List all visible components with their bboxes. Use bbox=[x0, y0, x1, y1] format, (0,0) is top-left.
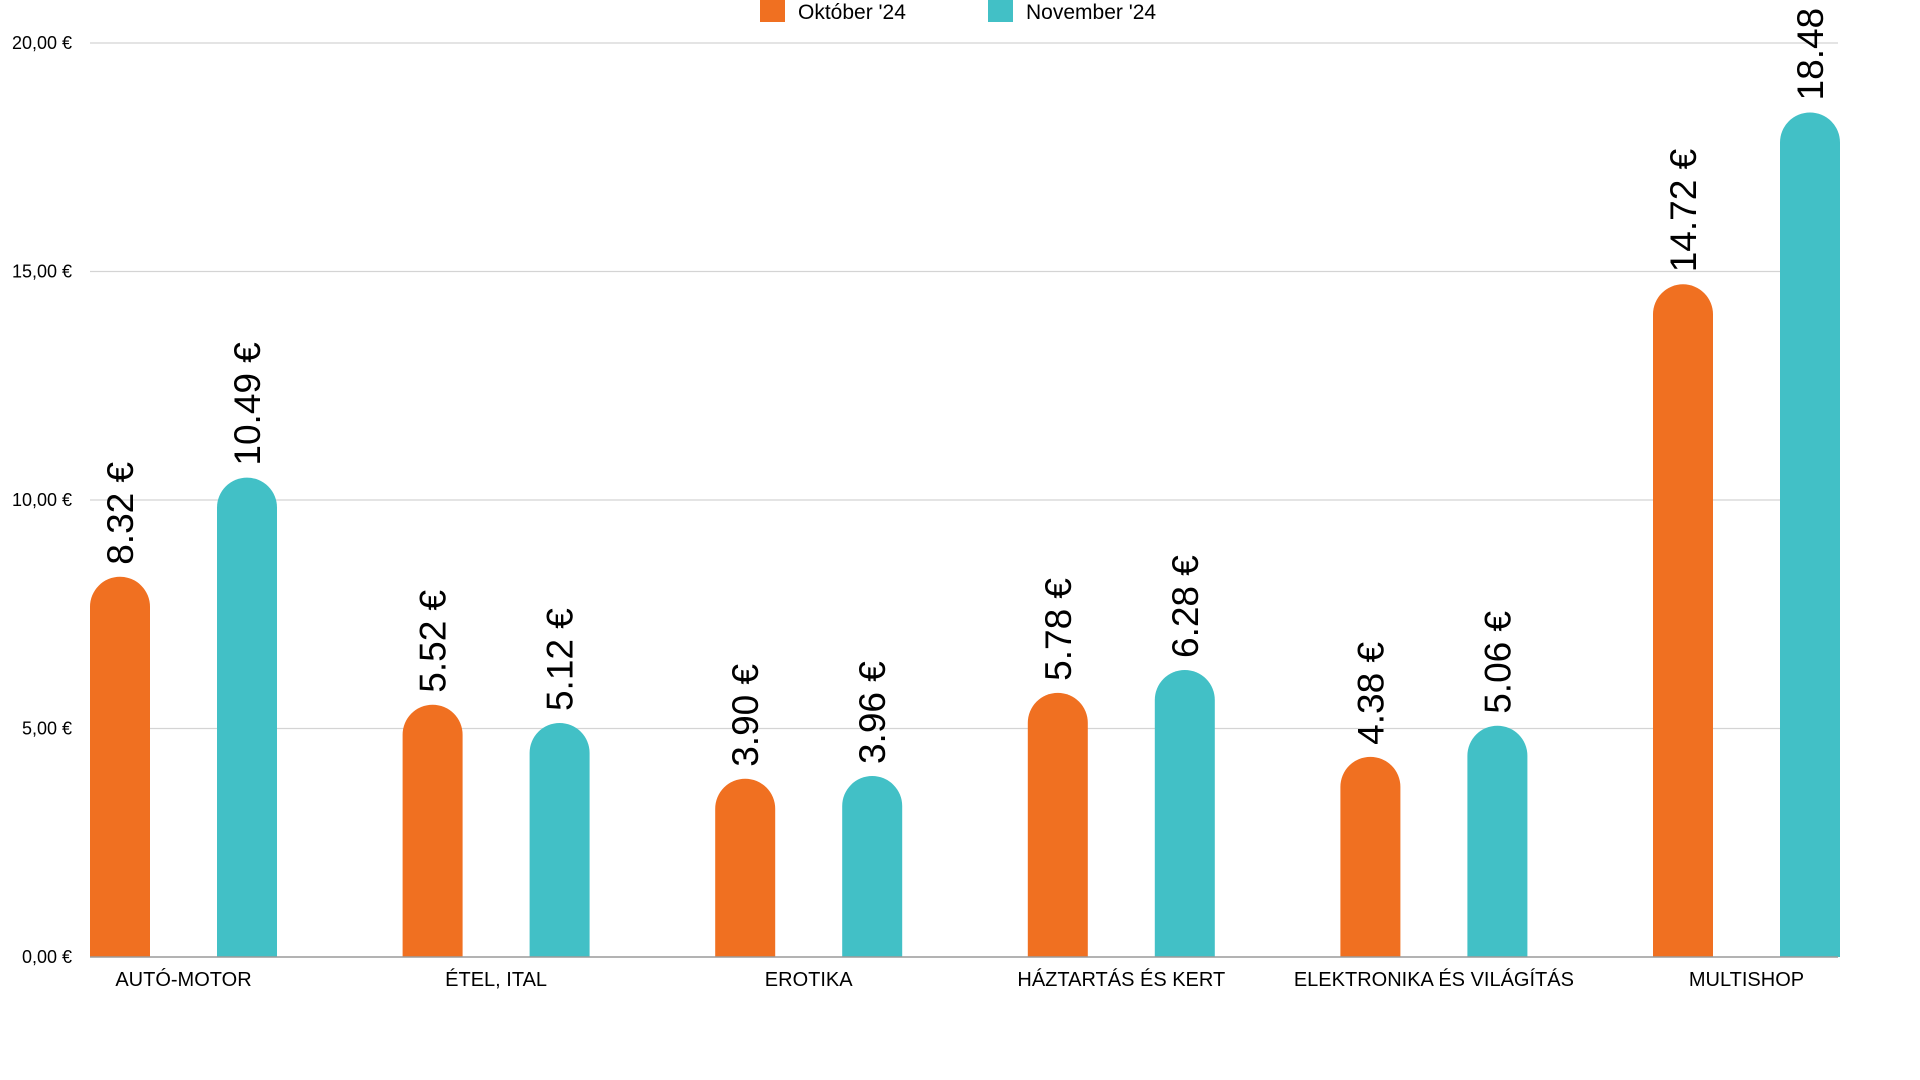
x-tick-label: HÁZTARTÁS ÉS KERT bbox=[1017, 968, 1225, 991]
legend-swatch-1 bbox=[988, 0, 1013, 22]
y-tick-label: 20,00 € bbox=[12, 33, 72, 53]
bar-oktober-0 bbox=[90, 576, 150, 957]
legend-swatch-0 bbox=[760, 0, 785, 22]
legend-label-0: Október '24 bbox=[798, 1, 906, 24]
data-label: 5.12 € bbox=[540, 608, 581, 711]
bar-november-5 bbox=[1780, 112, 1840, 958]
data-label: 3.96 € bbox=[852, 661, 893, 764]
bar-oktober-3 bbox=[1027, 692, 1088, 957]
data-label: 18.48 € bbox=[1790, 0, 1831, 100]
bar-november-4 bbox=[1467, 725, 1528, 957]
data-label: 14.72 € bbox=[1663, 148, 1704, 272]
data-labels: 8.32 € 10.49 € AUTÓ-MOTOR 5.52 € 5.12 € ÉTEL,… bbox=[100, 0, 1831, 991]
y-tick-label: 5,00 € bbox=[22, 719, 72, 739]
legend: Október '24 November '24 bbox=[760, 0, 1156, 24]
x-tick-label: MULTISHOP bbox=[1689, 969, 1804, 991]
legend-label-1: November '24 bbox=[1026, 1, 1156, 24]
data-label: 4.38 € bbox=[1350, 642, 1391, 745]
gridlines bbox=[90, 42, 1838, 730]
y-tick-label: 10,00 € bbox=[12, 490, 72, 510]
data-label: 10.49 € bbox=[227, 342, 268, 466]
data-label: 3.90 € bbox=[725, 663, 766, 766]
data-label: 5.78 € bbox=[1038, 578, 1079, 681]
data-label: 5.52 € bbox=[413, 589, 454, 692]
y-axis: 0,00 € 5,00 € 10,00 € 15,00 € 20,00 € bbox=[12, 33, 72, 967]
bar-oktober-2 bbox=[715, 778, 776, 957]
x-tick-label: ÉTEL, ITAL bbox=[445, 968, 547, 991]
bar-november-0 bbox=[217, 477, 277, 957]
bar-oktober-4 bbox=[1340, 756, 1401, 957]
y-tick-label: 0,00 € bbox=[22, 947, 72, 967]
bar-oktober-5 bbox=[1653, 284, 1713, 957]
bar-november-1 bbox=[529, 723, 590, 957]
y-tick-label: 15,00 € bbox=[12, 262, 72, 282]
bars bbox=[90, 112, 1840, 958]
data-label: 5.06 € bbox=[1477, 610, 1518, 713]
x-tick-label: AUTÓ-MOTOR bbox=[115, 968, 251, 991]
x-tick-label: ELEKTRONIKA ÉS VILÁGÍTÁS bbox=[1294, 968, 1574, 991]
bar-november-2 bbox=[842, 776, 903, 957]
bar-oktober-1 bbox=[402, 704, 463, 957]
x-tick-label: EROTIKA bbox=[765, 969, 853, 991]
data-label: 6.28 € bbox=[1165, 555, 1206, 658]
bar-november-3 bbox=[1154, 670, 1215, 957]
data-label: 8.32 € bbox=[100, 461, 141, 564]
